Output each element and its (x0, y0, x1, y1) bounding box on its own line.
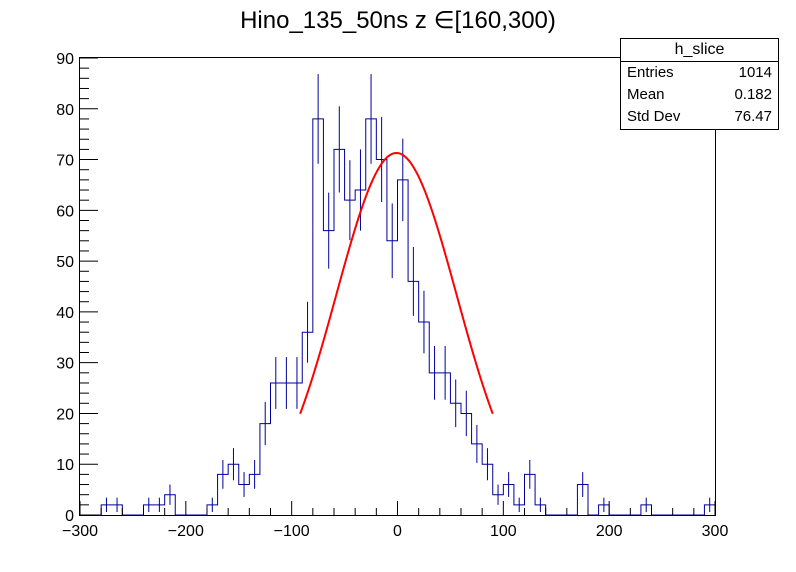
y-tick-label: 50 (56, 254, 74, 271)
x-tick-label: −200 (168, 523, 204, 540)
gaussian-fit-curve (299, 151, 494, 415)
stats-mean-value: 0.182 (734, 86, 772, 103)
stats-row-stddev: Std Dev 76.47 (627, 106, 772, 128)
y-tick-label: 70 (56, 153, 74, 170)
x-tick-label: 0 (393, 523, 402, 540)
x-tick-label: 200 (596, 523, 623, 540)
stats-row-entries: Entries 1014 (627, 62, 772, 84)
x-tick-label: −100 (274, 523, 310, 540)
stats-entries-value: 1014 (738, 64, 772, 81)
y-tick-label: 90 (56, 51, 74, 68)
stats-box: h_slice Entries 1014 Mean 0.182 Std Dev … (620, 38, 779, 130)
stats-row-mean: Mean 0.182 (627, 84, 772, 106)
axis-layer: −300 −200 −100 0 100 200 300 0 10 20 30 40 50 60 70 80 9… (56, 51, 728, 540)
histogram-layer (80, 74, 715, 516)
y-tick-label: 10 (56, 457, 74, 474)
x-tick-label: 300 (702, 523, 729, 540)
x-tick-label: −300 (62, 523, 98, 540)
chart-title: Hino_135_50ns z ∈[160,300) (240, 7, 556, 34)
y-tick-label: 20 (56, 406, 74, 423)
y-tick-label: 80 (56, 102, 74, 119)
stats-entries-label: Entries (627, 64, 674, 81)
y-tick-label: 30 (56, 356, 74, 373)
stats-stddev-value: 76.47 (734, 108, 772, 125)
stats-stddev-label: Std Dev (627, 108, 681, 125)
plot-frame (79, 57, 716, 516)
y-tick-label: 0 (65, 508, 74, 525)
stats-mean-label: Mean (627, 86, 665, 103)
histogram-step-line (80, 118, 715, 516)
x-tick-label: 100 (490, 523, 517, 540)
stats-histogram-name: h_slice (621, 39, 778, 62)
y-tick-label: 40 (56, 305, 74, 322)
y-tick-label: 60 (56, 203, 74, 220)
